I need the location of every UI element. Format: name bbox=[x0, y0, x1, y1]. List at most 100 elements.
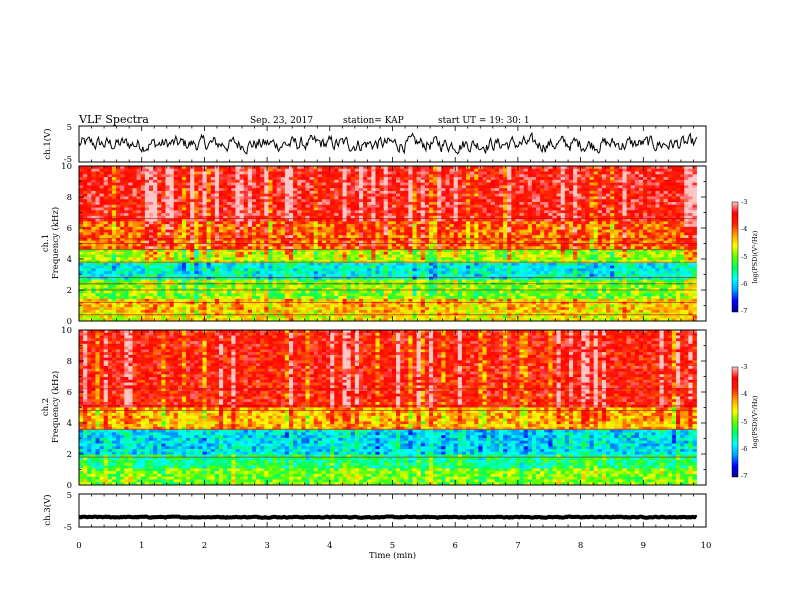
ch1-spectrogram-cell bbox=[396, 218, 401, 222]
ch1-spectrogram-cell bbox=[256, 182, 261, 186]
ch1-spectrogram-cell bbox=[330, 177, 335, 181]
ch1-spectrogram-cell bbox=[601, 215, 607, 219]
ch1-spectrogram-cell bbox=[293, 235, 298, 239]
ch1-spectrogram-cell bbox=[515, 221, 520, 225]
ch1-spectrogram-cell bbox=[103, 246, 109, 250]
ch1-spectrogram-cell bbox=[647, 232, 652, 236]
ch1-spectrogram-cell bbox=[330, 196, 335, 200]
ch1-spectrogram-cell bbox=[338, 251, 343, 255]
ch1-spectrogram-cell bbox=[165, 204, 170, 208]
ch1-spectrogram-cell bbox=[120, 254, 125, 258]
ch1-spectrogram-cell bbox=[256, 210, 261, 214]
ch1-spectrogram-cell bbox=[601, 171, 607, 175]
ch1-spectrogram-cell bbox=[358, 218, 364, 222]
ch1-spectrogram-cell bbox=[396, 188, 401, 192]
ch1-spectrogram-cell bbox=[391, 243, 397, 247]
ch1-spectrogram-cell bbox=[663, 215, 669, 219]
ch1-spectrogram-cell bbox=[536, 249, 541, 253]
ch1-spectrogram-cell bbox=[305, 218, 310, 222]
ch1-spectrogram-cell bbox=[659, 177, 664, 181]
ch1-spectrogram-cell bbox=[198, 188, 203, 192]
ch1-spectrogram-cell bbox=[116, 185, 121, 189]
ch1-spectrogram-cell bbox=[218, 177, 224, 181]
ch1-spectrogram-cell bbox=[268, 249, 273, 253]
ch1-spectrogram-cell bbox=[474, 171, 479, 175]
ch1-spectrogram-cell bbox=[589, 182, 594, 186]
ch1-spectrogram-cell bbox=[659, 168, 664, 172]
ch1-spectrogram-cell bbox=[688, 243, 693, 247]
ch1-spectrogram-cell bbox=[284, 171, 290, 175]
ch1-spectrogram-cell bbox=[688, 215, 693, 219]
ch1-spectrogram-cell bbox=[503, 177, 508, 181]
ch1-spectrogram-cell bbox=[140, 213, 146, 217]
ch1-spectrogram-cell bbox=[667, 171, 673, 175]
ch1-spectrogram-cell bbox=[330, 237, 335, 242]
ch1-spectrogram-cell bbox=[239, 243, 244, 247]
ch1-spectrogram-cell bbox=[210, 210, 216, 214]
ch1-spectrogram-cell bbox=[552, 190, 557, 194]
ch1-spectrogram-cell bbox=[437, 182, 442, 186]
ch1-spectrogram-cell bbox=[433, 179, 438, 183]
ch1-spectrogram-cell bbox=[334, 215, 339, 219]
ch1-spectrogram-cell bbox=[107, 215, 113, 219]
ch1-spectrogram-cell bbox=[301, 243, 306, 247]
ch1-spectrogram-cell bbox=[568, 193, 574, 197]
ch1-spectrogram-cell bbox=[342, 207, 347, 211]
ch1-spectrogram-cell bbox=[165, 168, 170, 172]
ch1-spectrogram-cell bbox=[622, 168, 627, 172]
ch1-spectrogram-cell bbox=[91, 237, 96, 242]
ch1-spectrogram-cell bbox=[610, 177, 615, 181]
ch1-spectrogram-cell bbox=[515, 237, 520, 242]
ch1-spectrogram-cell bbox=[622, 221, 627, 225]
ch1-spectrogram-cell bbox=[424, 246, 430, 250]
ch1-spectrogram-cell bbox=[676, 210, 681, 214]
ch1-spectrogram-cell bbox=[371, 199, 376, 203]
ch1-spectrogram-cell bbox=[338, 232, 343, 236]
ch1-spectrogram-cell bbox=[515, 204, 520, 208]
ch1-spectrogram-cell bbox=[330, 226, 335, 230]
ch1-spectrogram-cell bbox=[297, 249, 302, 253]
ch1-spectrogram-cell bbox=[585, 201, 590, 206]
ch1-spectrogram-cell bbox=[568, 229, 574, 233]
ch1-spectrogram-cell bbox=[441, 166, 446, 170]
ch1-spectrogram-cell bbox=[268, 174, 273, 178]
ch1-spectrogram-cell bbox=[317, 199, 323, 203]
ch1-spectrogram-cell bbox=[214, 221, 220, 225]
ch1-spectrogram-cell bbox=[321, 174, 327, 178]
ch1-spectrogram-cell bbox=[643, 177, 648, 181]
ch1-spectrogram-cell bbox=[367, 185, 372, 189]
ch1-spectrogram-cell bbox=[79, 210, 84, 214]
ch1-spectrogram-cell bbox=[490, 207, 496, 211]
ch1-spectrogram-cell bbox=[391, 166, 397, 170]
ch1-spectrogram-cell bbox=[144, 226, 150, 230]
ch1-spectrogram-cell bbox=[354, 182, 360, 186]
ch1-spectrogram-cell bbox=[140, 254, 146, 258]
ch1-spectrogram-cell bbox=[688, 229, 693, 233]
ch1-spectrogram-cell bbox=[272, 193, 277, 197]
ch1-spectrogram-cell bbox=[326, 199, 331, 203]
ch1-spectrogram-cell bbox=[363, 166, 368, 170]
ch1-spectrogram-cell bbox=[433, 235, 438, 239]
ch1-spectrogram-cell bbox=[585, 221, 590, 225]
ch1-spectrogram-cell bbox=[581, 221, 586, 225]
ch1-spectrogram-cell bbox=[256, 185, 261, 189]
ch1-spectrogram-cell bbox=[457, 185, 463, 189]
ch1-spectrogram-cell bbox=[453, 213, 459, 217]
ch1-spectrogram-cell bbox=[301, 190, 306, 194]
ch1-spectrogram-cell bbox=[338, 229, 343, 233]
ch1-spectrogram-cell bbox=[688, 251, 693, 255]
ch1-spectrogram-cell bbox=[256, 188, 261, 192]
ch1-spectrogram-cell bbox=[169, 199, 174, 203]
ch1-spectrogram-cell bbox=[297, 179, 302, 183]
ch1-spectrogram-cell bbox=[638, 246, 644, 250]
ch1-spectrogram-cell bbox=[313, 179, 319, 183]
ch1-spectrogram-cell bbox=[346, 246, 352, 250]
ch1-spectrogram-cell bbox=[91, 168, 96, 172]
ch1-spectrogram-cell bbox=[350, 166, 356, 170]
ch1-spectrogram-cell bbox=[498, 251, 504, 255]
ch1-spectrogram-cell bbox=[157, 199, 162, 203]
ch1-spectrogram-cell bbox=[416, 207, 422, 211]
ch1-spectrogram-cell bbox=[428, 254, 434, 258]
ch1-spectrogram-cell bbox=[601, 188, 607, 192]
ch1-spectrogram-cell bbox=[379, 226, 384, 230]
